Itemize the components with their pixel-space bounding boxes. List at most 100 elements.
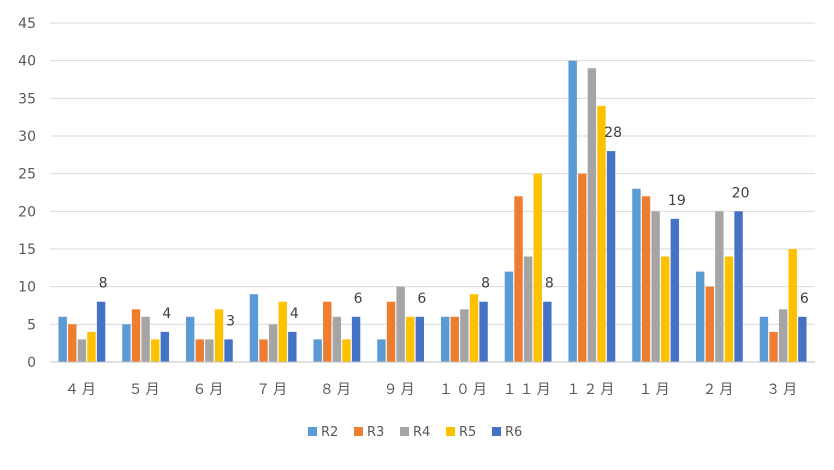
bars: [58, 60, 807, 363]
y-tick-label: 10: [18, 280, 36, 296]
bar-r2: [122, 324, 131, 362]
data-label: 4: [290, 306, 299, 322]
y-tick-label: 0: [27, 355, 36, 371]
bar-r4: [460, 309, 469, 362]
data-label: 6: [417, 291, 426, 307]
x-tick-label: １月: [639, 382, 673, 398]
bar-r5: [342, 339, 351, 362]
bar-r3: [641, 196, 651, 362]
bar-r5: [724, 256, 734, 362]
x-axis: ４月 ５月 ６月 ７月 ８月 ９月 １０月 １１月 １２月 １月 ２月 ３月: [50, 361, 815, 398]
legend-label-r2: R2: [321, 425, 338, 440]
data-label: 8: [99, 276, 108, 292]
x-tick-label: ４月: [65, 382, 99, 398]
y-tick-label: 40: [18, 54, 36, 70]
bar-r2: [568, 60, 577, 363]
legend-swatch-r5: [446, 427, 455, 436]
bar-r2: [58, 316, 67, 362]
bar-r2: [632, 188, 641, 362]
bar-r6: [606, 151, 616, 362]
y-tick-label: 30: [18, 129, 36, 145]
bar-r4: [651, 211, 660, 362]
data-label: 6: [354, 291, 363, 307]
y-tick-label: 15: [18, 242, 36, 258]
bar-r4: [778, 309, 788, 362]
bar-r5: [533, 173, 542, 362]
bar-r6: [670, 218, 680, 362]
x-tick-label: ８月: [320, 382, 354, 398]
bar-r6: [288, 331, 297, 362]
bar-r3: [323, 301, 332, 362]
bar-r4: [523, 256, 533, 362]
x-tick-label: ６月: [192, 382, 226, 398]
bar-r3: [769, 331, 778, 362]
bar-r5: [278, 301, 287, 362]
legend-label-r4: R4: [413, 425, 430, 440]
bar-r6: [415, 316, 425, 362]
legend-swatch-r6: [492, 427, 501, 436]
bar-r4: [332, 316, 342, 362]
data-label: 19: [668, 193, 686, 209]
gridlines: [50, 22, 815, 325]
bar-r4: [141, 316, 150, 362]
bar-r4: [715, 211, 724, 362]
data-label: 6: [800, 291, 809, 307]
bar-r4: [268, 324, 278, 362]
bar-r4: [77, 339, 87, 362]
bar-r6: [543, 301, 552, 362]
x-tick-label: １２月: [566, 382, 617, 398]
bar-r6: [798, 316, 807, 362]
y-tick-label: 35: [18, 91, 36, 107]
y-tick-label: 5: [27, 317, 36, 333]
bar-r3: [131, 309, 141, 362]
y-tick-label: 25: [18, 167, 36, 183]
bar-r5: [87, 331, 96, 362]
x-tick-label: ５月: [129, 382, 163, 398]
bar-r3: [514, 196, 523, 362]
data-label: 3: [226, 313, 235, 329]
bar-r5: [214, 309, 224, 362]
bar-r2: [504, 271, 514, 362]
bar-r2: [377, 339, 386, 362]
bar-r5: [661, 256, 670, 362]
bar-r2: [185, 316, 195, 362]
bar-r5: [151, 339, 160, 362]
legend: R2 R3 R4 R5 R6: [308, 425, 522, 440]
bar-r5: [406, 316, 415, 362]
bar-r6: [479, 301, 488, 362]
x-tick-label: ２月: [702, 382, 736, 398]
data-label: 8: [545, 276, 554, 292]
bar-r6: [351, 316, 361, 362]
bar-r2: [440, 316, 450, 362]
bar-r2: [249, 294, 259, 362]
bar-r3: [705, 286, 714, 362]
y-axis: 0 5 10 15 20 25 30 35 40 45: [18, 16, 36, 371]
bar-r4: [587, 68, 597, 362]
y-tick-label: 20: [18, 204, 36, 220]
bar-r3: [386, 301, 396, 362]
bar-r5: [469, 294, 479, 362]
bar-r5: [788, 249, 797, 362]
data-label: 28: [604, 125, 622, 141]
bar-r2: [695, 271, 705, 362]
bar-r6: [96, 301, 106, 362]
bar-r3: [68, 324, 77, 362]
data-labels: 8 4 3 4 6 6 8 8 28 19 20 6: [99, 125, 809, 329]
bar-r4: [396, 286, 405, 362]
bar-r3: [259, 339, 268, 362]
data-label: 20: [732, 185, 750, 201]
legend-swatch-r2: [308, 427, 317, 436]
bar-r6: [224, 339, 233, 362]
x-tick-label: ３月: [766, 382, 800, 398]
data-label: 8: [481, 276, 490, 292]
x-tick-label: ９月: [384, 382, 418, 398]
bar-r3: [578, 173, 587, 362]
x-tick-label: １１月: [503, 382, 554, 398]
x-tick-label: ７月: [256, 382, 290, 398]
bar-r3: [195, 339, 204, 362]
bar-r6: [734, 211, 743, 362]
legend-swatch-r4: [400, 427, 409, 436]
y-tick-label: 45: [18, 16, 36, 32]
